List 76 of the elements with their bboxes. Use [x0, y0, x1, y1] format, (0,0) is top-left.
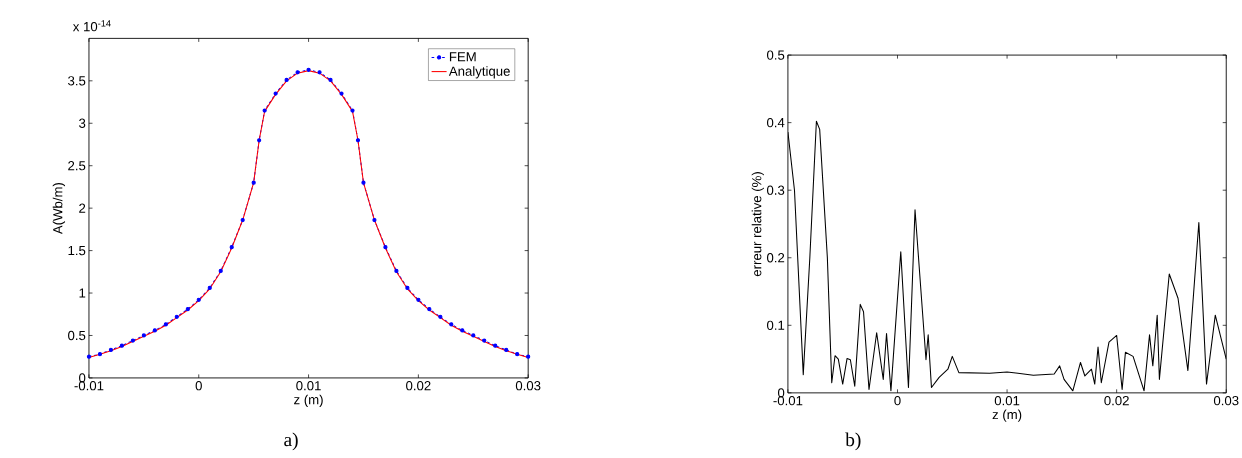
point [427, 307, 432, 312]
point [119, 343, 125, 348]
point [273, 91, 278, 96]
text: a) [284, 432, 298, 451]
point [152, 328, 157, 333]
y-tick-label: 2.5 [68, 161, 86, 171]
point [471, 333, 476, 338]
point [372, 218, 377, 223]
x-tick-label: 0.02 [406, 381, 431, 391]
point [317, 70, 322, 75]
legend-label: Analytique [448, 66, 510, 79]
x-axis-title: z (m) [294, 394, 323, 408]
point [284, 78, 289, 83]
text: b) [845, 432, 861, 451]
point [405, 285, 410, 291]
y-axis-title: erreur relative (%) [751, 172, 764, 277]
point [515, 352, 520, 357]
y-axis-title: A(Wb/m) [52, 183, 66, 235]
y-tick-label: 0.4 [766, 118, 785, 128]
y-tick-label: 0 [777, 388, 785, 398]
point [141, 333, 146, 338]
y-tick-label: 0.1 [766, 320, 785, 331]
point [361, 180, 366, 185]
point [449, 322, 454, 327]
x-tick-label: 0.01 [994, 396, 1020, 406]
point [174, 314, 179, 320]
point [493, 343, 498, 348]
y-tick-label: 0 [79, 373, 86, 383]
y-tick-label: 3 [79, 118, 86, 129]
x-tick-label: -0.01 [74, 381, 104, 391]
y-tick-label: 1.5 [68, 246, 86, 256]
x-tick-label: -0.01 [773, 396, 803, 406]
point [416, 297, 421, 303]
point [504, 347, 509, 353]
point [526, 354, 531, 359]
legend-label: FEM [449, 52, 476, 62]
y-tick-label: 3.5 [68, 76, 86, 86]
point [482, 338, 487, 343]
point [355, 138, 361, 143]
point [185, 307, 190, 312]
x-tick-label: 0 [195, 381, 202, 391]
point [97, 352, 103, 357]
point [163, 322, 168, 327]
point [218, 269, 223, 274]
point [257, 138, 262, 143]
y-tick-label: 0.2 [766, 253, 785, 263]
y-tick-label: 0.3 [766, 185, 785, 195]
point [251, 180, 256, 185]
y-tick-label: 1 [79, 288, 86, 298]
y-tick-label: 2 [79, 203, 86, 213]
point [438, 314, 443, 320]
x-tick-label: 0.03 [1213, 396, 1239, 406]
x-tick-label: 0 [894, 396, 901, 406]
point [306, 67, 311, 73]
point [108, 347, 114, 353]
point [460, 328, 465, 333]
point [130, 338, 135, 343]
point [207, 285, 212, 291]
point [339, 91, 344, 96]
point [196, 297, 201, 303]
x-axis-title: z (m) [992, 409, 1022, 422]
point [229, 245, 234, 250]
y-tick-label: 0.5 [766, 50, 785, 60]
point [262, 108, 267, 113]
point [295, 70, 300, 75]
point [86, 354, 92, 359]
point [350, 108, 355, 113]
point [394, 269, 399, 274]
x-tick-label: 0.01 [296, 381, 321, 391]
point [383, 245, 388, 250]
x-tick-label: 0.03 [515, 381, 541, 391]
text: x 10$^{-14}$ [72, 20, 111, 32]
point [328, 78, 333, 83]
point [240, 218, 245, 223]
x-tick-label: 0.02 [1104, 396, 1129, 406]
y-tick-label: 0.5 [68, 330, 86, 341]
